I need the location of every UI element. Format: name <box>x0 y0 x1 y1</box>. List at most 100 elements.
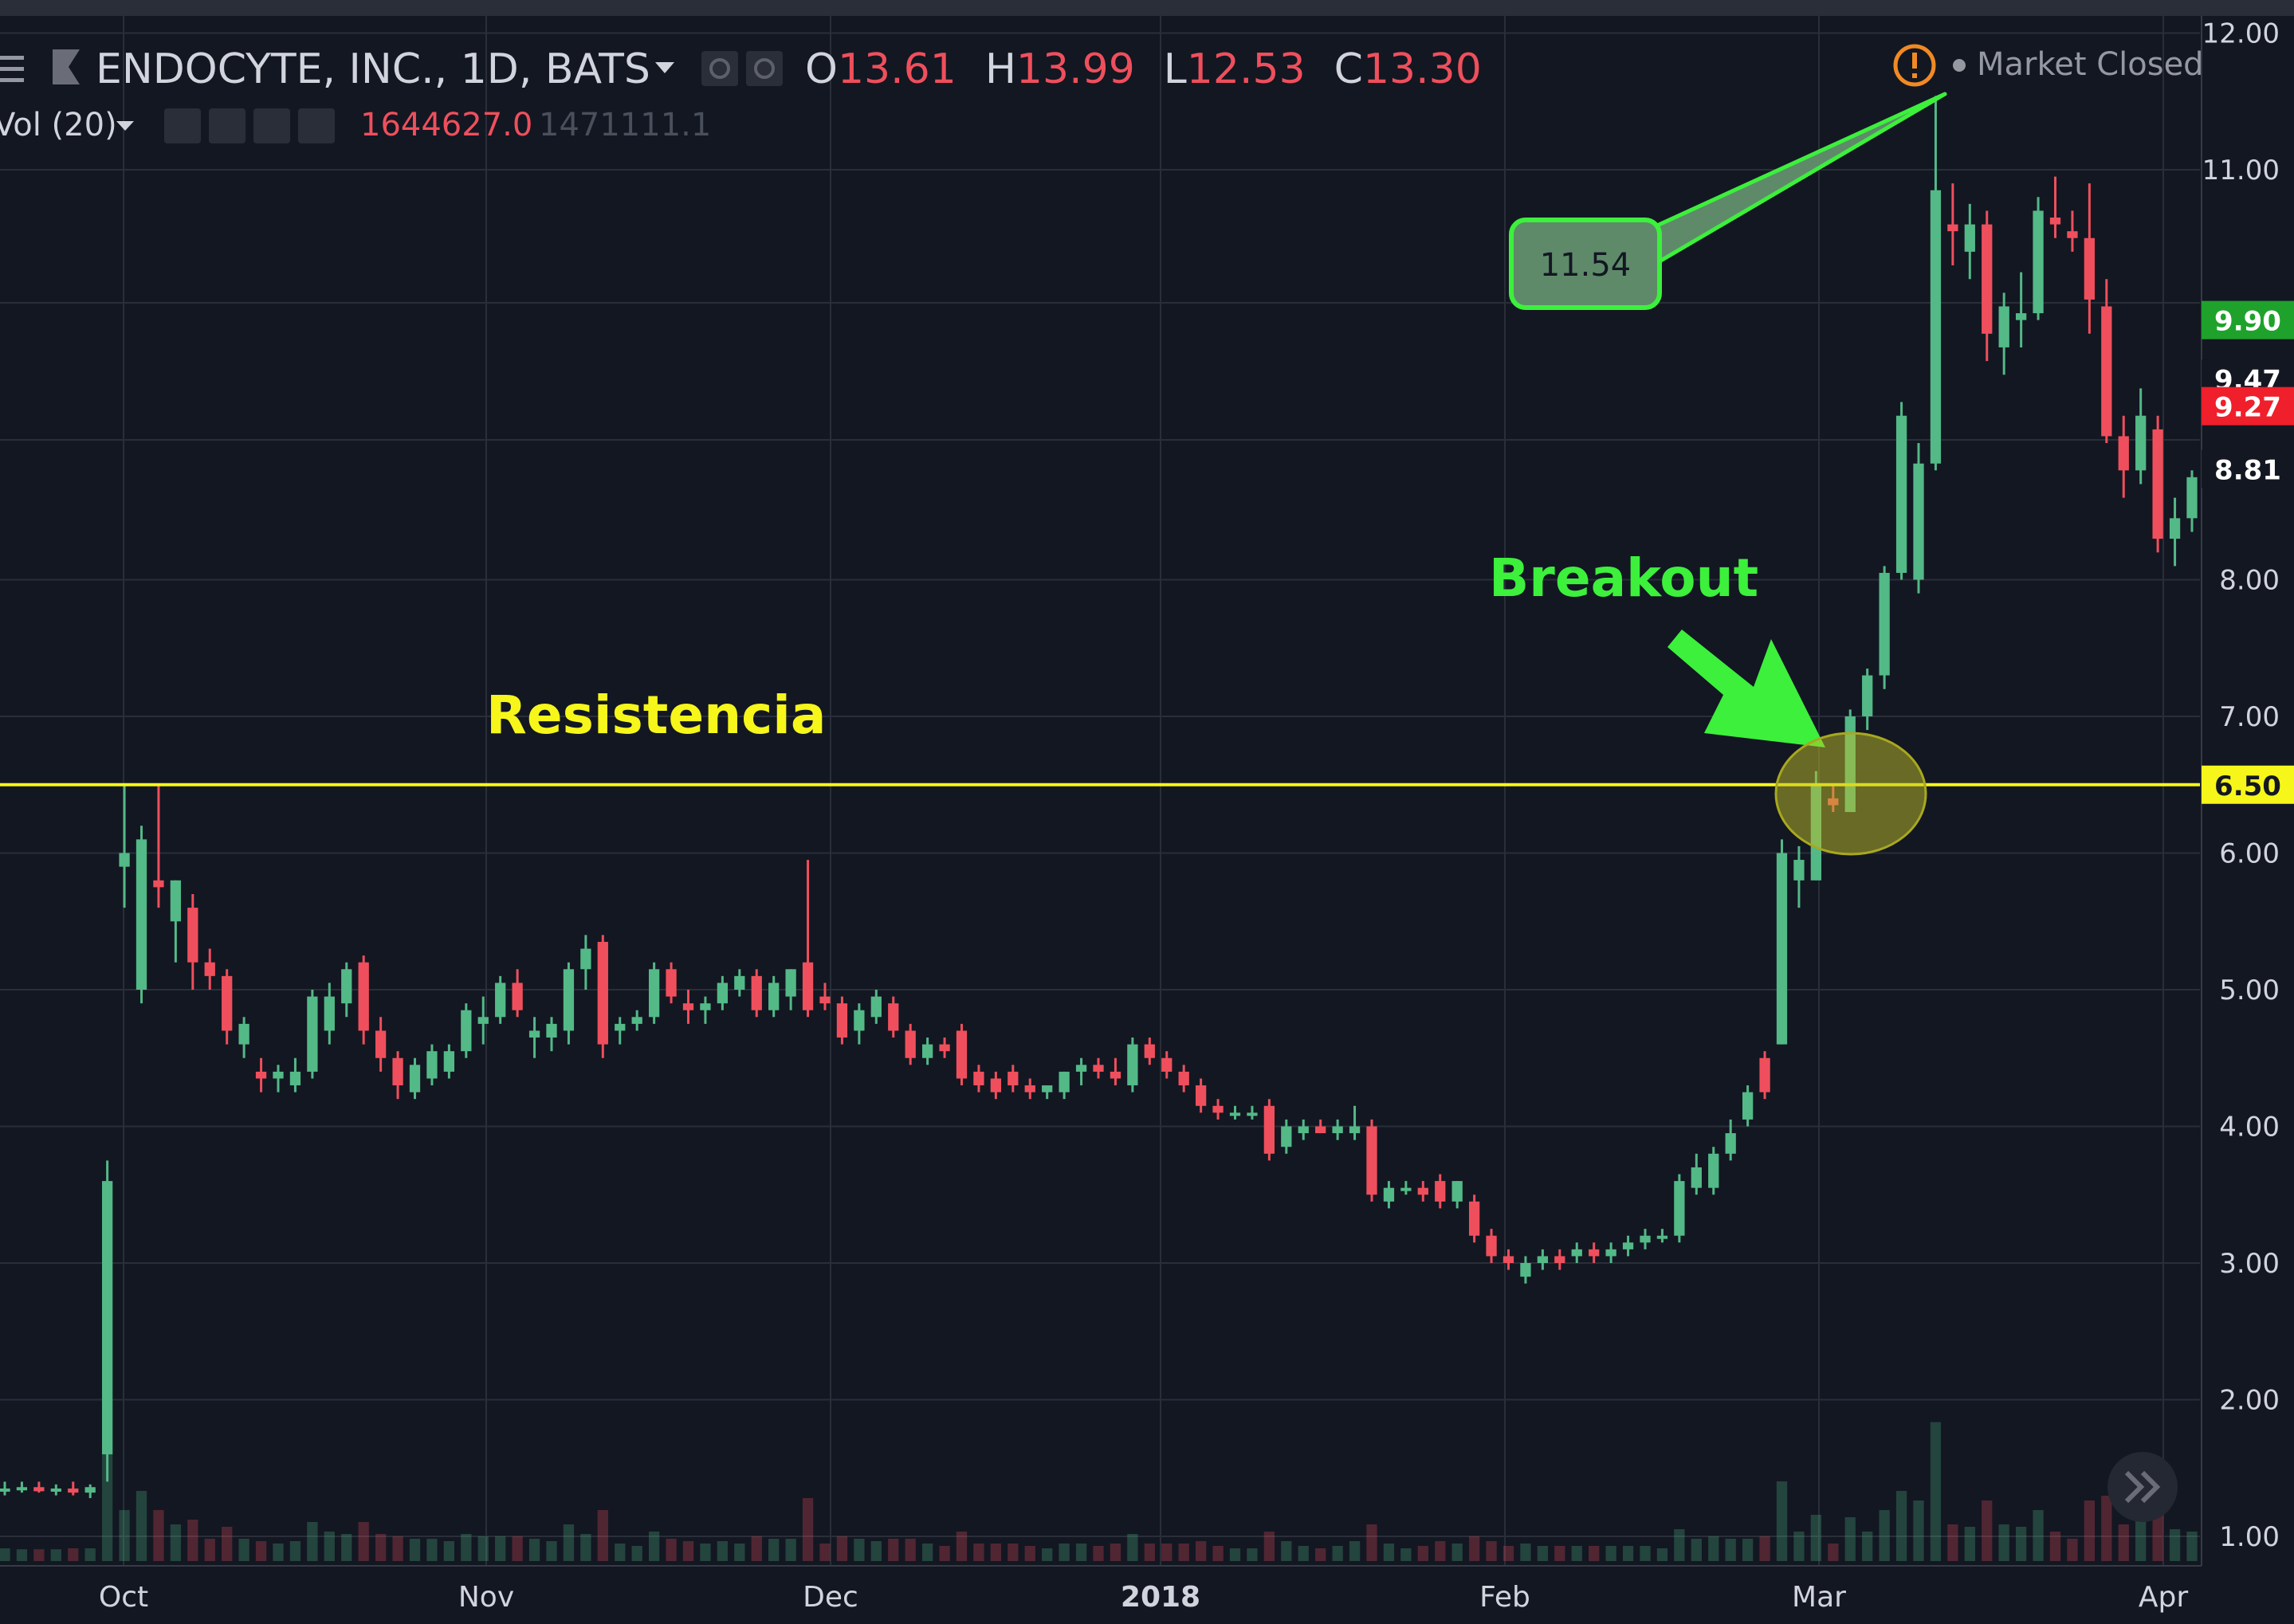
candle-body <box>1417 1187 1428 1195</box>
volume-bar <box>751 1536 762 1561</box>
remove-icon[interactable] <box>298 108 335 143</box>
volume-bar <box>1656 1548 1668 1561</box>
volume-bar <box>2033 1510 2044 1561</box>
volume-bar <box>546 1541 557 1561</box>
candle-body <box>597 941 608 1045</box>
price-badge-bg <box>2202 300 2294 339</box>
candle-body <box>2135 415 2147 471</box>
price-tick-label: 1.00 <box>2219 1521 2280 1553</box>
candle-body <box>461 1010 472 1052</box>
candle-body <box>888 1003 899 1031</box>
candle-body <box>443 1051 455 1072</box>
volume-bar <box>477 1536 489 1561</box>
scroll-to-latest-button[interactable] <box>2107 1452 2178 1522</box>
volume-bar <box>905 1539 916 1561</box>
candle-body <box>153 880 164 888</box>
price-axis[interactable]: 1.00 2.00 3.00 4.00 5.00 6.00 7.00 8.00 11.00 12.… <box>2201 16 2280 1566</box>
candle-body <box>870 996 882 1018</box>
volume-bar <box>101 1441 113 1561</box>
volume-bar <box>1468 1536 1480 1561</box>
volume-bar <box>1520 1544 1531 1561</box>
volume-bar <box>1930 1422 1942 1561</box>
candle-body <box>546 1023 557 1038</box>
volume-bar <box>1895 1491 1907 1561</box>
candle-body <box>341 969 352 1004</box>
volume-bar <box>1127 1534 1138 1561</box>
candle-body <box>170 880 182 922</box>
candle-body <box>1298 1126 1309 1134</box>
candle-body <box>1964 224 1975 252</box>
candle-body <box>2186 477 2198 519</box>
candle-body <box>854 1010 865 1031</box>
volume-bar <box>2015 1527 2027 1561</box>
candle-body <box>666 969 677 997</box>
chevron-down-icon[interactable] <box>655 62 674 73</box>
add-icon[interactable] <box>253 108 290 143</box>
volume-bar <box>84 1548 96 1561</box>
price-badge-bg <box>2202 449 2294 488</box>
volume-bar <box>939 1546 950 1561</box>
candle-body <box>2152 429 2163 539</box>
price-tick-label: 4.00 <box>2219 1112 2280 1143</box>
volume-bar <box>1742 1539 1754 1561</box>
time-tick-label: Apr <box>2139 1581 2188 1614</box>
volume-bar <box>426 1539 438 1561</box>
candle-body <box>717 983 729 1004</box>
volume-bar <box>1776 1481 1788 1561</box>
volume-bar <box>854 1539 865 1561</box>
volume-bar <box>1212 1546 1224 1561</box>
volume-bar <box>1366 1524 1377 1561</box>
volume-study-label[interactable]: Vol (20) <box>0 107 117 143</box>
volume-bar <box>289 1541 301 1561</box>
time-tick-label: Mar <box>1792 1581 1846 1614</box>
flag-icon[interactable] <box>53 49 80 84</box>
close-label: C <box>1334 45 1363 93</box>
volume-bar <box>648 1532 660 1561</box>
candle-body <box>1127 1044 1138 1086</box>
candle-body <box>580 948 591 970</box>
eye-icon[interactable] <box>164 108 201 143</box>
candle-body <box>2033 210 2044 314</box>
candle-body <box>1571 1249 1582 1257</box>
menu-icon[interactable] <box>0 56 24 82</box>
candle-body <box>495 983 506 1018</box>
settings-icon[interactable] <box>701 51 738 86</box>
candle-body <box>204 962 215 976</box>
candle-body <box>1537 1256 1549 1263</box>
symbol-title[interactable]: ENDOCYTE, INC., 1D, BATS <box>96 45 650 93</box>
candle-body <box>1742 1092 1754 1120</box>
volume-chevron-icon[interactable] <box>116 121 134 131</box>
candle-body <box>84 1487 96 1493</box>
high-label: H <box>985 45 1016 93</box>
candle-body <box>101 1181 113 1455</box>
volume-bar <box>1982 1500 1993 1561</box>
candle-body <box>734 975 745 990</box>
volume-bar <box>1947 1524 1958 1561</box>
volume-bar <box>1349 1541 1361 1561</box>
volume-bar <box>717 1541 729 1561</box>
candle-body <box>0 1488 10 1492</box>
volume-bar <box>1383 1544 1395 1561</box>
candle-body <box>273 1071 284 1079</box>
volume-bar <box>563 1524 575 1561</box>
candle-body <box>1332 1126 1343 1134</box>
gear-icon[interactable] <box>746 51 783 86</box>
candle-body <box>1589 1249 1600 1257</box>
candle-body <box>1759 1057 1770 1092</box>
volume-bar <box>785 1539 796 1561</box>
candle-body <box>1144 1044 1155 1058</box>
candle-body <box>1605 1249 1616 1257</box>
alert-icon[interactable] <box>1893 44 1936 87</box>
time-axis-band <box>0 1566 2202 1624</box>
candle-body <box>477 1017 489 1024</box>
time-axis[interactable]: Oct Nov Dec 2018 Feb Mar Apr <box>0 1565 2202 1624</box>
candle-body <box>16 1487 28 1491</box>
candle-body <box>2101 306 2112 437</box>
candle-series <box>0 96 2198 1498</box>
volume-bar <box>2049 1532 2061 1561</box>
volume-settings-icon[interactable] <box>209 108 246 143</box>
volume-bar <box>1502 1546 1514 1561</box>
time-tick-label: Feb <box>1479 1581 1530 1614</box>
candle-body <box>1263 1105 1275 1154</box>
